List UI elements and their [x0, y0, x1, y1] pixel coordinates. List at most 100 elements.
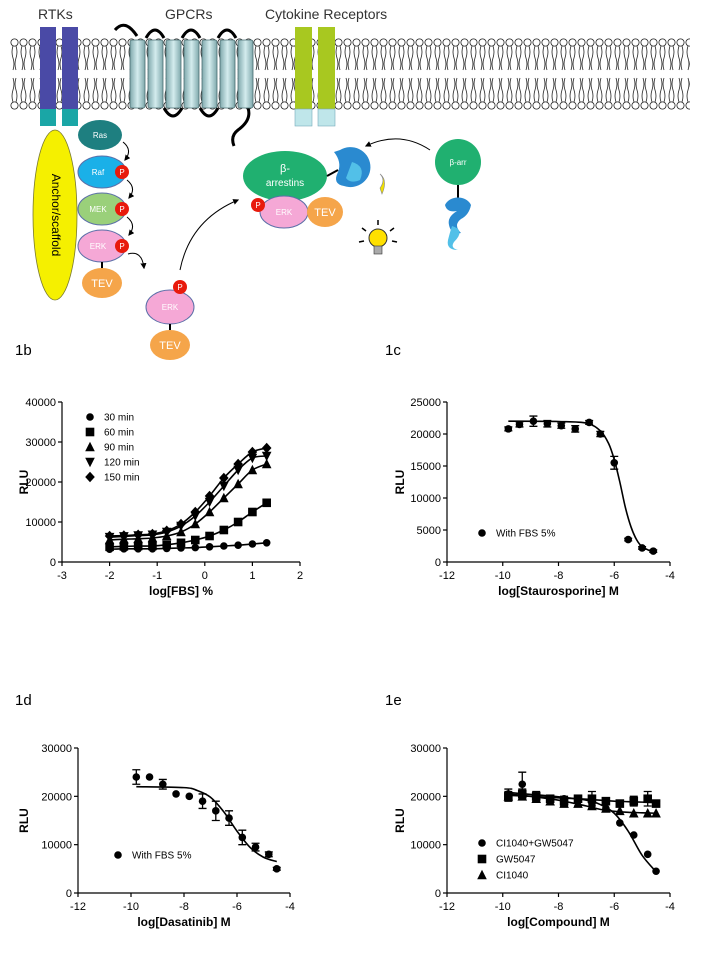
panel-label: 1d [15, 692, 32, 709]
free-erk: ERK P TEV [145, 199, 240, 360]
marker [190, 535, 200, 545]
y-tick-label: 40000 [25, 397, 56, 409]
marker [162, 540, 172, 550]
marker [176, 526, 186, 537]
x-tick-label: -1 [152, 570, 162, 582]
marker [545, 795, 555, 806]
marker [596, 430, 605, 438]
marker [172, 790, 180, 798]
marker [629, 831, 638, 839]
fit-curve [508, 793, 657, 815]
light-bulb [358, 173, 398, 255]
x-tick-label: 1 [249, 570, 255, 582]
x-tick-label: 2 [297, 570, 303, 582]
label-gpcrs: GPCRs [165, 6, 212, 22]
marker [247, 464, 258, 475]
marker [643, 850, 652, 859]
legend-label: 120 min [104, 458, 140, 469]
y-tick-label: 10000 [25, 517, 56, 529]
marker [148, 541, 157, 551]
gpcr-helices [129, 39, 254, 109]
marker [233, 458, 243, 470]
y-axis-label: RLU [17, 808, 31, 833]
label-tev: TEV [314, 207, 336, 219]
legend-marker [478, 839, 486, 847]
marker [251, 843, 260, 851]
label-p: P [255, 201, 260, 210]
marker [212, 807, 220, 815]
marker [649, 547, 658, 555]
x-tick-label: -6 [232, 901, 242, 913]
y-tick-label: 5000 [417, 525, 441, 537]
label-cytokine: Cytokine Receptors [265, 6, 387, 22]
cytokine-receptor [294, 27, 336, 127]
label-rtks: RTKs [38, 6, 73, 22]
x-tick-label: -8 [554, 901, 564, 913]
marker [247, 453, 258, 464]
marker [557, 421, 566, 430]
marker [601, 796, 611, 806]
membrane-bottom [10, 76, 690, 110]
x-axis-label: log[FBS] % [149, 584, 213, 598]
x-tick-label: -4 [665, 901, 675, 913]
panel-label: 1b [15, 342, 32, 359]
y-tick-label: 30000 [25, 437, 56, 449]
label-p: P [119, 168, 124, 177]
x-tick-label: 0 [202, 570, 208, 582]
marker [571, 425, 580, 433]
marker [205, 531, 214, 541]
x-tick-label: -10 [495, 901, 511, 913]
y-tick-label: 30000 [410, 743, 441, 755]
marker [238, 833, 247, 842]
marker [531, 793, 541, 804]
label-tev: TEV [159, 340, 181, 352]
rtk-receptor [40, 27, 78, 126]
diagram: RTKs GPCRs Cytokine Receptors Anchor/sca… [10, 6, 690, 360]
legend-label: CI1040+GW5047 [496, 839, 574, 850]
x-tick-label: -4 [665, 570, 675, 582]
marker [219, 525, 229, 535]
fit-curve [109, 502, 268, 548]
y-tick-label: 30000 [41, 743, 72, 755]
arrestin-complex: β- arrestins ERK P TEV [243, 147, 371, 229]
marker [652, 867, 660, 876]
y-axis-label: RLU [17, 470, 31, 495]
marker [629, 796, 639, 806]
chart: 1b 0 10000 20000 30000 40000 -3 -2 -1 0 1 2 log[FBS]… [15, 342, 303, 598]
marker [587, 794, 597, 804]
legend-marker [85, 457, 95, 468]
marker [573, 798, 583, 808]
y-tick-label: 20000 [25, 477, 56, 489]
label-ras: Ras [93, 131, 107, 140]
x-tick-label: -10 [123, 901, 139, 913]
marker [504, 425, 513, 433]
marker [132, 773, 141, 781]
x-tick-label: -4 [285, 901, 295, 913]
marker [624, 535, 632, 544]
y-tick-label: 0 [66, 888, 72, 900]
marker [159, 780, 167, 789]
legend-marker [114, 851, 122, 859]
marker [191, 543, 200, 552]
marker [272, 865, 281, 873]
marker [219, 492, 229, 503]
x-tick-label: -10 [495, 570, 511, 582]
marker [219, 481, 229, 492]
marker [205, 543, 214, 551]
marker [219, 472, 229, 484]
marker [616, 819, 624, 827]
marker [233, 465, 243, 476]
chart: 1c 0 5000 10000 15000 20000 25000 -12 -10 -8 -6 -4 l… [385, 342, 675, 598]
barr: β-arr [364, 138, 481, 250]
label-mek: MEK [89, 205, 107, 214]
x-tick-label: -6 [609, 570, 619, 582]
marker [643, 794, 652, 804]
marker [628, 807, 639, 818]
marker [529, 417, 538, 426]
y-axis-label: RLU [393, 470, 407, 495]
marker [119, 542, 129, 551]
label-p: P [119, 205, 124, 214]
marker [559, 798, 569, 808]
legend-label: 30 min [104, 413, 134, 424]
marker [261, 458, 272, 469]
